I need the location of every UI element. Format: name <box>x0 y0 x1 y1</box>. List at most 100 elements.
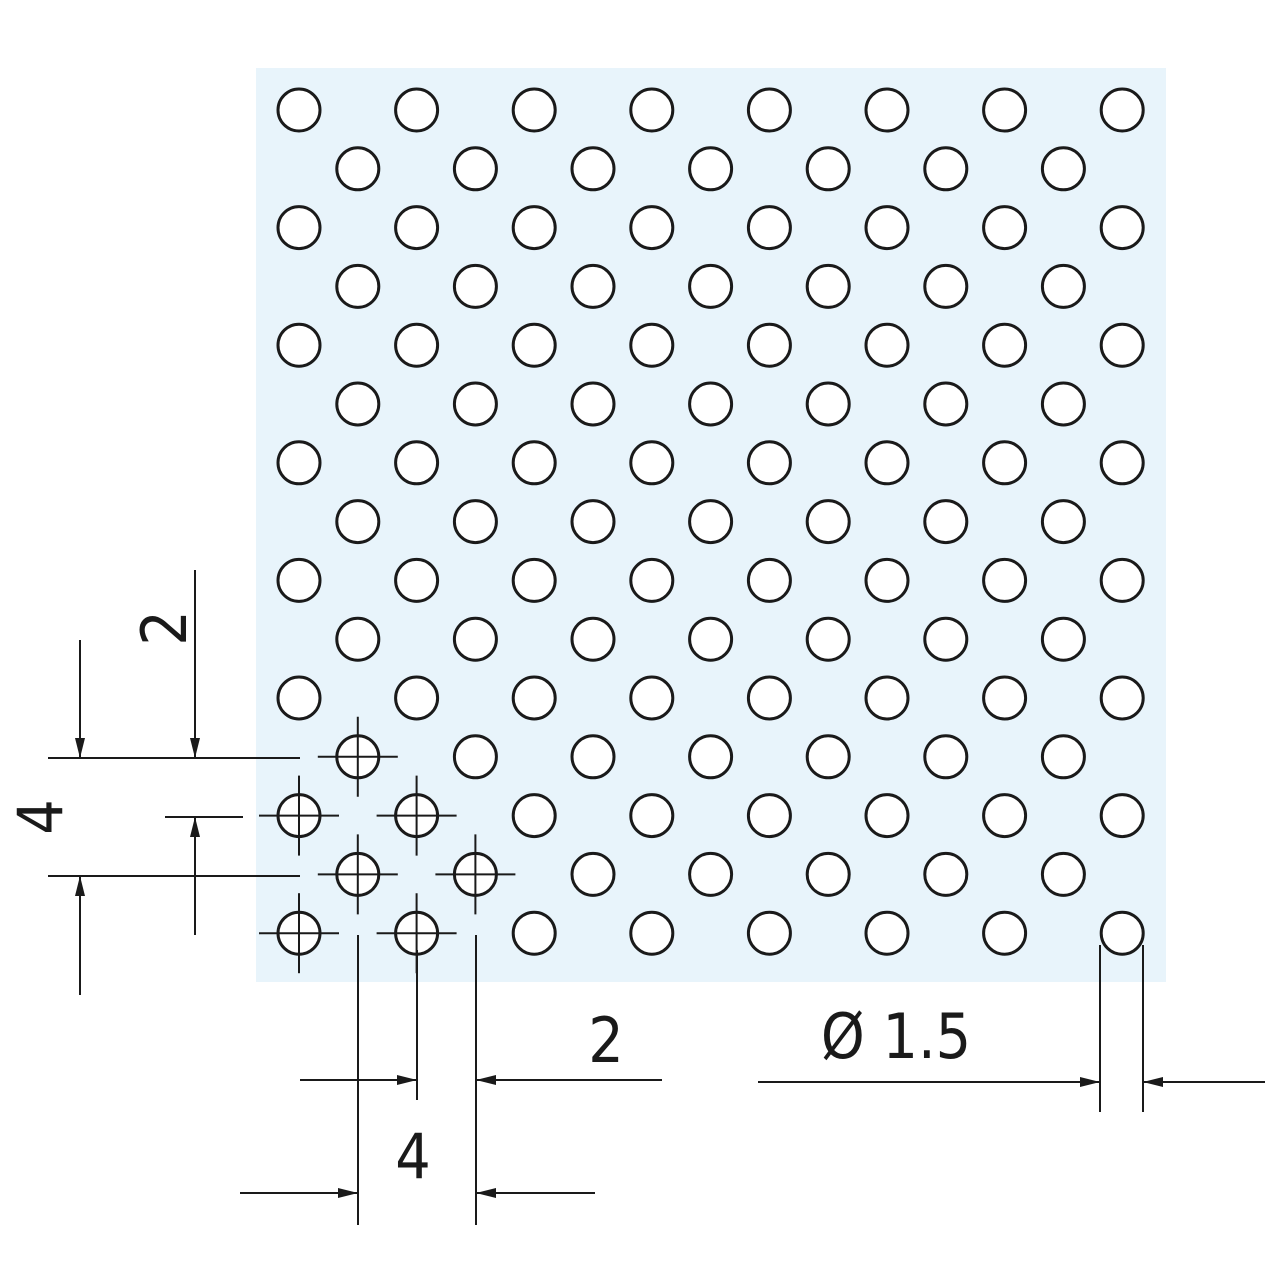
hole <box>629 675 675 721</box>
hole <box>864 440 910 486</box>
hole <box>864 205 910 251</box>
hole <box>511 675 557 721</box>
hole <box>511 910 557 956</box>
hole <box>276 322 322 368</box>
hole <box>570 734 616 780</box>
hole <box>864 675 910 721</box>
hole <box>1099 205 1145 251</box>
hole <box>452 146 498 192</box>
horizontal-dimension-lines <box>240 935 1265 1225</box>
hole <box>1099 557 1145 603</box>
hole <box>688 146 734 192</box>
horizontal-pitch-label: 4 <box>395 1120 430 1193</box>
hole <box>805 616 851 662</box>
hole <box>1040 616 1086 662</box>
hole <box>864 557 910 603</box>
hole <box>452 499 498 545</box>
hole-pattern <box>276 87 1145 956</box>
hole <box>746 440 792 486</box>
vertical-offset-label: 2 <box>128 610 201 645</box>
hole <box>1099 793 1145 839</box>
hole <box>570 146 616 192</box>
hole <box>335 146 381 192</box>
hole <box>629 910 675 956</box>
hole <box>1099 910 1145 956</box>
hole <box>982 205 1028 251</box>
center-marks <box>259 716 516 974</box>
hole <box>1099 440 1145 486</box>
hole <box>688 851 734 897</box>
hole <box>923 616 969 662</box>
hole <box>276 87 322 133</box>
hole <box>335 381 381 427</box>
hole <box>1040 381 1086 427</box>
hole <box>746 205 792 251</box>
hole <box>923 499 969 545</box>
hole <box>805 146 851 192</box>
hole <box>864 87 910 133</box>
hole <box>335 263 381 309</box>
hole <box>335 499 381 545</box>
hole <box>394 87 440 133</box>
hole <box>864 910 910 956</box>
hole <box>923 734 969 780</box>
hole <box>1040 499 1086 545</box>
hole <box>1099 87 1145 133</box>
hole <box>923 146 969 192</box>
hole <box>276 675 322 721</box>
vertical-pitch-label: 4 <box>4 799 77 834</box>
hole <box>982 440 1028 486</box>
hole <box>1040 734 1086 780</box>
hole <box>629 440 675 486</box>
hole <box>629 557 675 603</box>
hole <box>276 557 322 603</box>
hole <box>746 87 792 133</box>
hole <box>511 793 557 839</box>
hole <box>511 322 557 368</box>
hole <box>394 205 440 251</box>
hole <box>1040 146 1086 192</box>
hole <box>570 616 616 662</box>
hole <box>1099 322 1145 368</box>
hole <box>1040 851 1086 897</box>
hole <box>1040 263 1086 309</box>
hole <box>805 851 851 897</box>
hole <box>394 440 440 486</box>
hole <box>982 87 1028 133</box>
hole <box>982 322 1028 368</box>
hole <box>511 87 557 133</box>
hole <box>746 322 792 368</box>
hole <box>982 557 1028 603</box>
hole <box>570 263 616 309</box>
hole <box>688 499 734 545</box>
hole <box>511 205 557 251</box>
hole <box>629 793 675 839</box>
hole <box>805 381 851 427</box>
hole <box>982 910 1028 956</box>
hole <box>746 793 792 839</box>
hole <box>982 675 1028 721</box>
hole <box>1099 675 1145 721</box>
hole <box>982 793 1028 839</box>
hole <box>688 616 734 662</box>
hole <box>805 499 851 545</box>
hole-diameter-label: Ø 1.5 <box>821 1000 971 1073</box>
hole <box>629 205 675 251</box>
hole <box>570 499 616 545</box>
hole <box>511 557 557 603</box>
hole <box>452 734 498 780</box>
hole <box>923 381 969 427</box>
hole <box>452 381 498 427</box>
hole <box>394 322 440 368</box>
hole <box>864 322 910 368</box>
hole <box>452 616 498 662</box>
hole <box>688 381 734 427</box>
hole <box>864 793 910 839</box>
hole <box>746 910 792 956</box>
hole <box>276 205 322 251</box>
hole <box>394 557 440 603</box>
hole <box>923 263 969 309</box>
hole <box>746 675 792 721</box>
hole <box>805 734 851 780</box>
